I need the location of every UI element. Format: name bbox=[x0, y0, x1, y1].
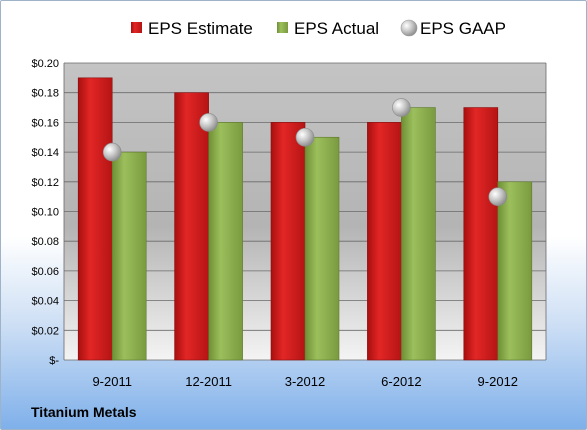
bar-actual bbox=[497, 181, 533, 361]
gaap-point bbox=[199, 113, 218, 132]
bar-actual bbox=[401, 107, 436, 361]
legend-marker bbox=[277, 22, 288, 33]
x-tick-label: 9-2012 bbox=[478, 374, 518, 389]
bar-estimate bbox=[463, 107, 499, 361]
x-tick-label: 6-2012 bbox=[381, 374, 421, 389]
legend-label: EPS Actual bbox=[294, 19, 379, 38]
bar-actual bbox=[111, 151, 147, 361]
gaap-point bbox=[392, 98, 411, 117]
y-tick-label: $0.18 bbox=[31, 88, 59, 100]
y-tick-label: $0.06 bbox=[31, 266, 59, 278]
y-tick-label: $0.16 bbox=[31, 117, 59, 129]
legend-label: EPS Estimate bbox=[148, 19, 253, 38]
x-tick-label: 9-2011 bbox=[92, 374, 132, 389]
x-tick-label: 12-2011 bbox=[185, 374, 232, 389]
y-tick-label: $0.20 bbox=[31, 58, 59, 70]
legend-marker bbox=[131, 22, 142, 33]
bar-estimate bbox=[367, 122, 402, 361]
gaap-point bbox=[488, 187, 508, 206]
y-tick-label: $0.14 bbox=[31, 147, 59, 159]
gaap-point bbox=[295, 127, 315, 147]
y-tick-label: $- bbox=[49, 355, 59, 367]
bar-actual bbox=[304, 136, 340, 361]
bar-actual bbox=[208, 122, 243, 361]
bar-estimate bbox=[270, 122, 306, 361]
gaap-point bbox=[102, 142, 122, 162]
bar-estimate bbox=[174, 92, 209, 361]
y-tick-label: $0.12 bbox=[31, 177, 59, 189]
bar-estimate bbox=[77, 77, 113, 361]
legend-label: EPS GAAP bbox=[420, 19, 506, 38]
y-tick-label: $0.02 bbox=[31, 325, 59, 337]
company-label: Titanium Metals bbox=[31, 404, 137, 420]
y-tick-label: $0.08 bbox=[31, 236, 59, 248]
y-tick-label: $0.10 bbox=[31, 207, 59, 219]
legend-marker bbox=[400, 19, 418, 37]
x-tick-label: 3-2012 bbox=[285, 374, 325, 389]
y-tick-label: $0.04 bbox=[31, 296, 59, 308]
